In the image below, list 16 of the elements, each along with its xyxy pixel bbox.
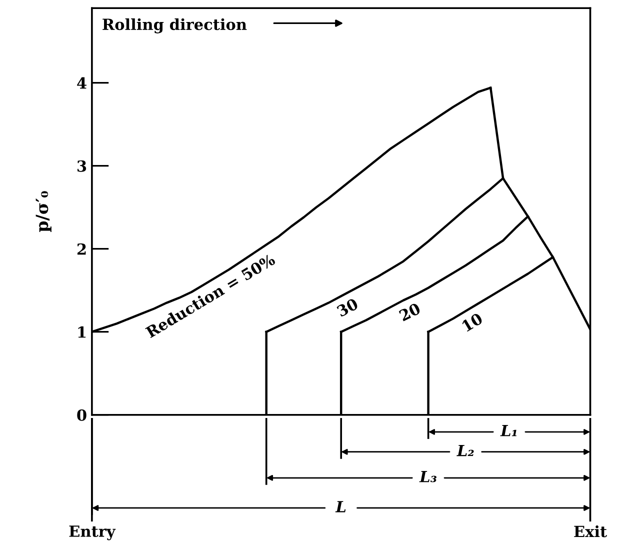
text: L bbox=[335, 501, 346, 512]
text: 10 bbox=[461, 312, 484, 332]
text: Entry bbox=[69, 526, 116, 540]
y-tick-label: 0 bbox=[77, 409, 86, 421]
y-axis-title: p/σ′₀ bbox=[36, 191, 52, 232]
y-tick-label: 4 bbox=[77, 77, 86, 89]
text: 30 bbox=[336, 298, 359, 318]
text: Exit bbox=[574, 525, 607, 538]
text: L₂ bbox=[456, 444, 474, 456]
text: L₃ bbox=[419, 470, 436, 482]
y-tick-label: 1 bbox=[78, 326, 86, 338]
text: 20 bbox=[398, 302, 422, 322]
annotation: Rolling direction bbox=[102, 18, 247, 34]
y-tick-label: 3 bbox=[78, 160, 86, 172]
y-tick-label: 2 bbox=[77, 243, 86, 255]
text: L₁ bbox=[500, 425, 516, 436]
